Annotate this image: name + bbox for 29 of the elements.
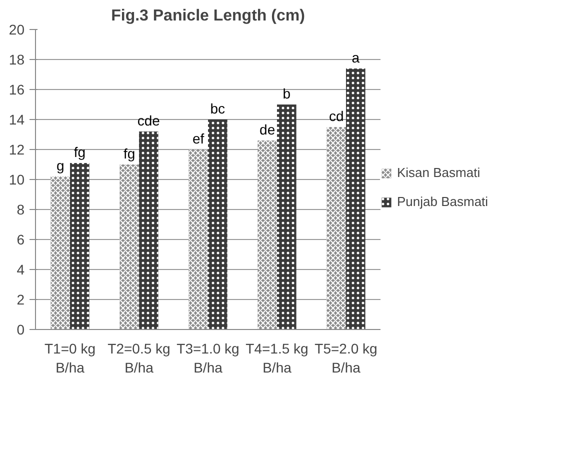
annotation: g xyxy=(56,158,64,174)
x-tick-label: T2=0.5 kg B/ha xyxy=(108,340,170,376)
legend-label: Kisan Basmati xyxy=(397,165,480,180)
x-tick-label: T1=0 kg B/ha xyxy=(44,340,96,376)
y-tick-label: 14 xyxy=(8,112,25,128)
y-tick-label: 4 xyxy=(16,262,25,278)
annotation: de xyxy=(260,122,276,138)
y-tick-label: 16 xyxy=(8,82,25,98)
annotation: cde xyxy=(137,112,160,128)
y-tick-label: 18 xyxy=(8,52,25,68)
annotation: bc xyxy=(210,100,226,116)
y-tick-label: 8 xyxy=(16,202,25,218)
annotation: ef xyxy=(192,130,204,146)
x-tick-label: T3=1.0 kg B/ha xyxy=(176,340,240,376)
legend-label: Punjab Basmati xyxy=(397,194,488,209)
y-tick-label: 12 xyxy=(8,142,25,158)
annotation: b xyxy=(282,86,291,102)
y-tick-label: 2 xyxy=(16,292,25,308)
y-tick-label: 10 xyxy=(8,172,25,188)
chart-title: Fig.3 Panicle Length (cm) xyxy=(111,8,305,24)
annotation: fg xyxy=(124,146,136,162)
annotation: a xyxy=(352,50,360,66)
annotation: cd xyxy=(328,108,344,124)
y-tick-label: 6 xyxy=(16,232,25,248)
x-tick-label: T5=2.0 kg B/ha xyxy=(314,340,378,376)
y-tick-label: 20 xyxy=(8,22,25,38)
y-tick-label: 0 xyxy=(16,322,25,338)
x-tick-label: T4=1.5 kg B/ha xyxy=(246,340,308,376)
annotation: fg xyxy=(74,144,86,160)
